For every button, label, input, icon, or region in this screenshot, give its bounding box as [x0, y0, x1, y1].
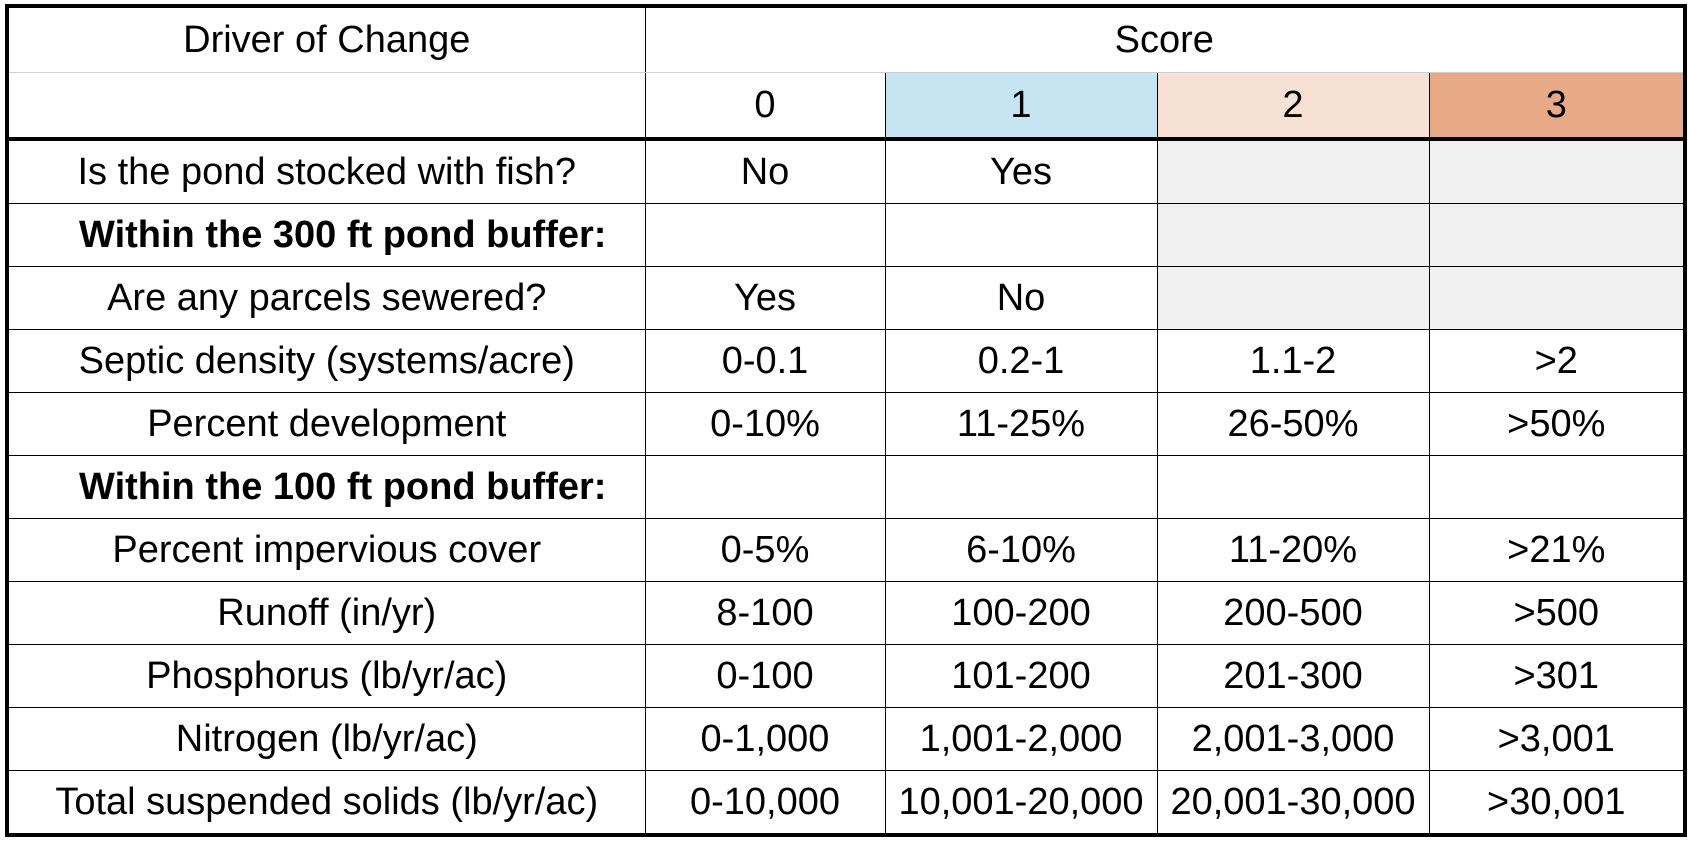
score-cell-2: 201-300	[1156, 644, 1430, 708]
score-cell-1: No	[884, 266, 1158, 330]
score-cell-3	[1428, 203, 1686, 267]
score-cell-1: 10,001-20,000	[884, 770, 1158, 836]
driver-blank-cell	[6, 72, 646, 141]
row-label: Percent impervious cover	[6, 518, 646, 582]
score-cell-0	[644, 203, 886, 267]
score-cell-1	[884, 203, 1158, 267]
score-cell-3: >500	[1428, 581, 1686, 645]
score-cell-0	[644, 455, 886, 519]
score-cell-1: 100-200	[884, 581, 1158, 645]
score-cell-3	[1428, 266, 1686, 330]
table-row: Phosphorus (lb/yr/ac) 0-100 101-200 201-…	[6, 644, 1686, 708]
score-cell-0: Yes	[644, 266, 886, 330]
row-label: Nitrogen (lb/yr/ac)	[6, 707, 646, 771]
row-label: Are any parcels sewered?	[6, 266, 646, 330]
score-cell-0: No	[644, 138, 886, 204]
score-cell-0: 8-100	[644, 581, 886, 645]
table-row: Are any parcels sewered? Yes No	[6, 266, 1686, 330]
score-cell-1: 11-25%	[884, 392, 1158, 456]
row-label: Total suspended solids (lb/yr/ac)	[6, 770, 646, 836]
score-cell-2	[1156, 203, 1430, 267]
score-cell-2	[1156, 138, 1430, 204]
score-cell-0: 0-10%	[644, 392, 886, 456]
score-cell-3: >2	[1428, 329, 1686, 393]
score-cell-0: 0-0.1	[644, 329, 886, 393]
score-cell-3: >30,001	[1428, 770, 1686, 836]
score-level-row: 0 1 2 3	[6, 72, 1686, 141]
score-cell-3: >301	[1428, 644, 1686, 708]
section-row: Within the 100 ft pond buffer:	[6, 455, 1686, 519]
score-level-0: 0	[644, 72, 886, 141]
score-cell-1: 1,001-2,000	[884, 707, 1158, 771]
score-cell-2	[1156, 455, 1430, 519]
row-label: Septic density (systems/acre)	[6, 329, 646, 393]
score-cell-3: >3,001	[1428, 707, 1686, 771]
table-row: Is the pond stocked with fish? No Yes	[6, 138, 1686, 204]
driver-of-change-header: Driver of Change	[6, 5, 646, 73]
score-cell-1: Yes	[884, 138, 1158, 204]
score-cell-1: 101-200	[884, 644, 1158, 708]
score-level-1: 1	[884, 72, 1158, 141]
table-row: Nitrogen (lb/yr/ac) 0-1,000 1,001-2,000 …	[6, 707, 1686, 771]
score-header: Score	[644, 5, 1686, 73]
table-row: Runoff (in/yr) 8-100 100-200 200-500 >50…	[6, 581, 1686, 645]
score-cell-2: 200-500	[1156, 581, 1430, 645]
score-cell-1: 6-10%	[884, 518, 1158, 582]
section-row: Within the 300 ft pond buffer:	[6, 203, 1686, 267]
table-row: Percent impervious cover 0-5% 6-10% 11-2…	[6, 518, 1686, 582]
score-level-2: 2	[1156, 72, 1430, 141]
score-cell-0: 0-1,000	[644, 707, 886, 771]
score-cell-0: 0-10,000	[644, 770, 886, 836]
score-table: Driver of Change Score 0 1 2 3 Is the po…	[5, 4, 1688, 837]
score-cell-2: 11-20%	[1156, 518, 1430, 582]
score-cell-3	[1428, 138, 1686, 204]
row-label: Phosphorus (lb/yr/ac)	[6, 644, 646, 708]
table-row: Septic density (systems/acre) 0-0.1 0.2-…	[6, 329, 1686, 393]
row-label: Runoff (in/yr)	[6, 581, 646, 645]
score-cell-2: 1.1-2	[1156, 329, 1430, 393]
score-cell-1: 0.2-1	[884, 329, 1158, 393]
section-label: Within the 100 ft pond buffer:	[6, 455, 646, 519]
score-cell-3: >50%	[1428, 392, 1686, 456]
score-cell-2: 2,001-3,000	[1156, 707, 1430, 771]
score-cell-0: 0-100	[644, 644, 886, 708]
section-label: Within the 300 ft pond buffer:	[6, 203, 646, 267]
score-level-3: 3	[1428, 72, 1686, 141]
row-label: Is the pond stocked with fish?	[6, 138, 646, 204]
score-cell-0: 0-5%	[644, 518, 886, 582]
row-label: Percent development	[6, 392, 646, 456]
table-row: Total suspended solids (lb/yr/ac) 0-10,0…	[6, 770, 1686, 836]
score-cell-2: 20,001-30,000	[1156, 770, 1430, 836]
score-cell-2: 26-50%	[1156, 392, 1430, 456]
score-cell-3	[1428, 455, 1686, 519]
score-cell-1	[884, 455, 1158, 519]
header-row: Driver of Change Score	[6, 5, 1686, 73]
table-row: Percent development 0-10% 11-25% 26-50% …	[6, 392, 1686, 456]
score-cell-3: >21%	[1428, 518, 1686, 582]
score-cell-2	[1156, 266, 1430, 330]
